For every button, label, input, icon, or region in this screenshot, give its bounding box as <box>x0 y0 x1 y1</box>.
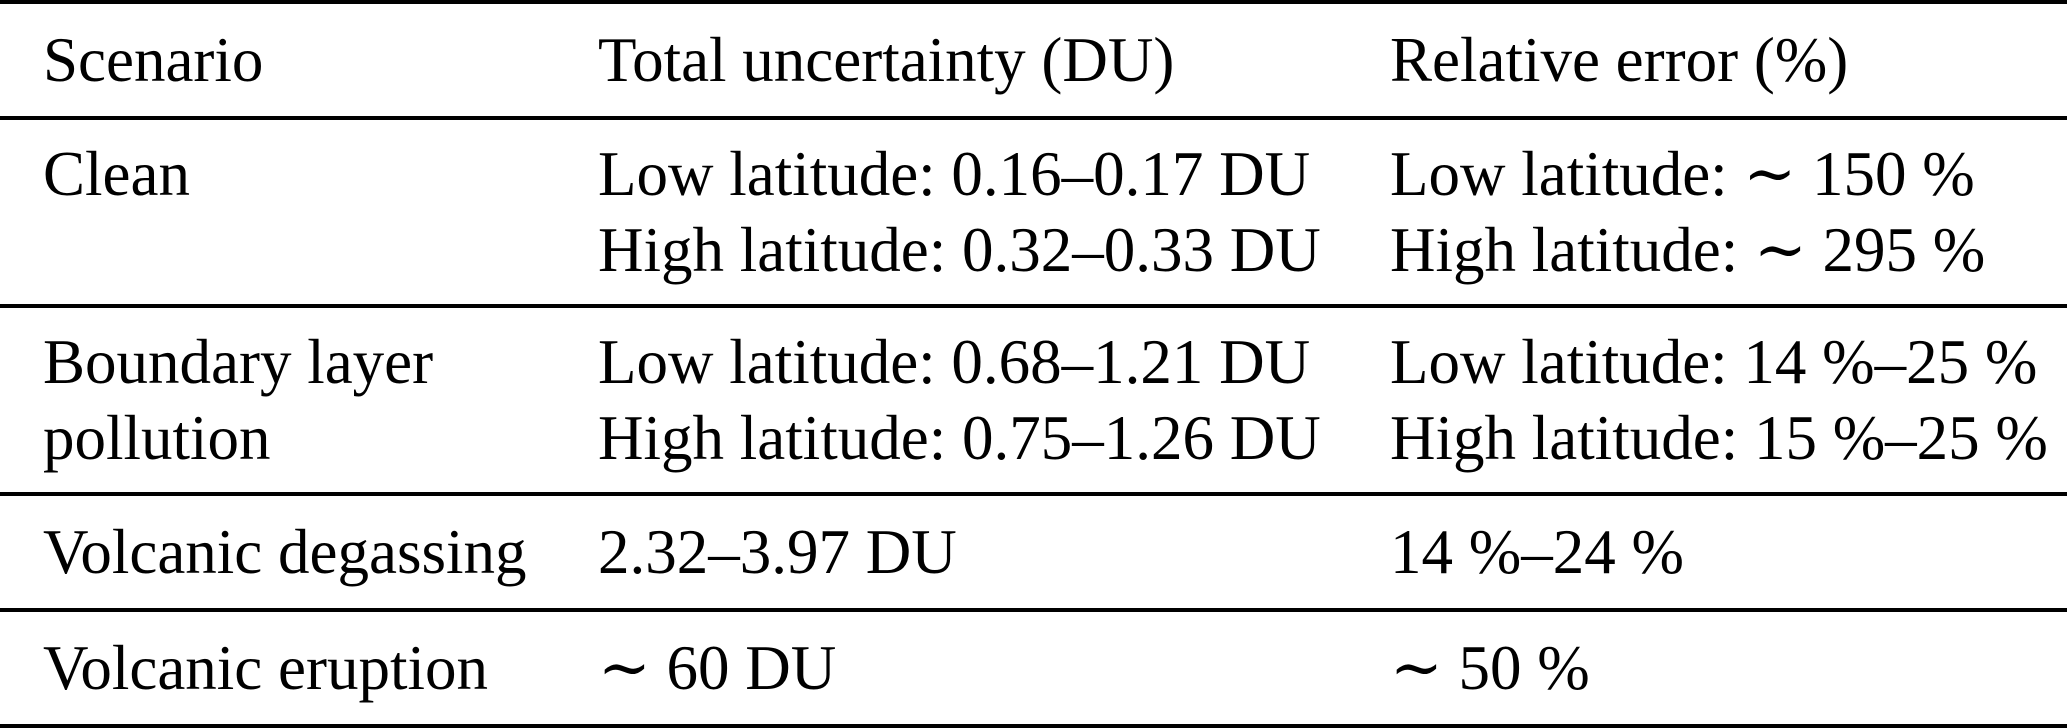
table-row-boundary-layer-pollution: Boundary layer pollution Low latitude: 0… <box>0 306 2067 494</box>
cell-total-uncertainty: Low latitude: 0.16–0.17 DU High latitude… <box>555 118 1347 306</box>
cell-relative-error: Low latitude: ∼ 150 % High latitude: ∼ 2… <box>1347 118 2067 306</box>
error-high-latitude: High latitude: ∼ 295 % <box>1390 215 1986 285</box>
uncertainty-range: 2.32–3.97 DU <box>598 517 957 587</box>
cell-scenario: Volcanic degassing <box>0 494 555 610</box>
cell-total-uncertainty: 2.32–3.97 DU <box>555 494 1347 610</box>
uncertainty-low-latitude: Low latitude: 0.16–0.17 DU <box>598 139 1311 209</box>
table-row-clean: Clean Low latitude: 0.16–0.17 DU High la… <box>0 118 2067 306</box>
error-range: 14 %–24 % <box>1390 517 1684 587</box>
error-high-latitude: High latitude: 15 %–25 % <box>1390 403 2048 473</box>
scenario-text: Boundary layer <box>43 327 434 397</box>
error-range: ∼ 50 % <box>1390 633 1590 703</box>
cell-scenario: Clean <box>0 118 555 306</box>
col-header-total-uncertainty: Total uncertainty (DU) <box>598 25 1175 95</box>
table-header-row: Scenario Total uncertainty (DU) Relative… <box>0 2 2067 118</box>
error-low-latitude: Low latitude: 14 %–25 % <box>1390 327 2038 397</box>
uncertainty-high-latitude: High latitude: 0.32–0.33 DU <box>598 215 1321 285</box>
cell-relative-error: ∼ 50 % <box>1347 610 2067 726</box>
uncertainty-range: ∼ 60 DU <box>598 633 837 703</box>
cell-total-uncertainty: ∼ 60 DU <box>555 610 1347 726</box>
cell-scenario: Volcanic eruption <box>0 610 555 726</box>
scenario-text: Volcanic degassing <box>43 517 527 587</box>
cell-total-uncertainty: Low latitude: 0.68–1.21 DU High latitude… <box>555 306 1347 494</box>
cell-scenario: Boundary layer pollution <box>0 306 555 494</box>
table-row-volcanic-eruption: Volcanic eruption ∼ 60 DU ∼ 50 % <box>0 610 2067 726</box>
cell-relative-error: 14 %–24 % <box>1347 494 2067 610</box>
scenario-text: Volcanic eruption <box>43 633 488 703</box>
uncertainty-high-latitude: High latitude: 0.75–1.26 DU <box>598 403 1321 473</box>
col-header-scenario: Scenario <box>43 25 264 95</box>
uncertainty-low-latitude: Low latitude: 0.68–1.21 DU <box>598 327 1311 397</box>
error-low-latitude: Low latitude: ∼ 150 % <box>1390 139 1975 209</box>
scenario-text: pollution <box>43 403 271 473</box>
col-header-relative-error: Relative error (%) <box>1390 25 1849 95</box>
scenario-text: Clean <box>43 139 190 209</box>
cell-relative-error: Low latitude: 14 %–25 % High latitude: 1… <box>1347 306 2067 494</box>
table-row-volcanic-degassing: Volcanic degassing 2.32–3.97 DU 14 %–24 … <box>0 494 2067 610</box>
